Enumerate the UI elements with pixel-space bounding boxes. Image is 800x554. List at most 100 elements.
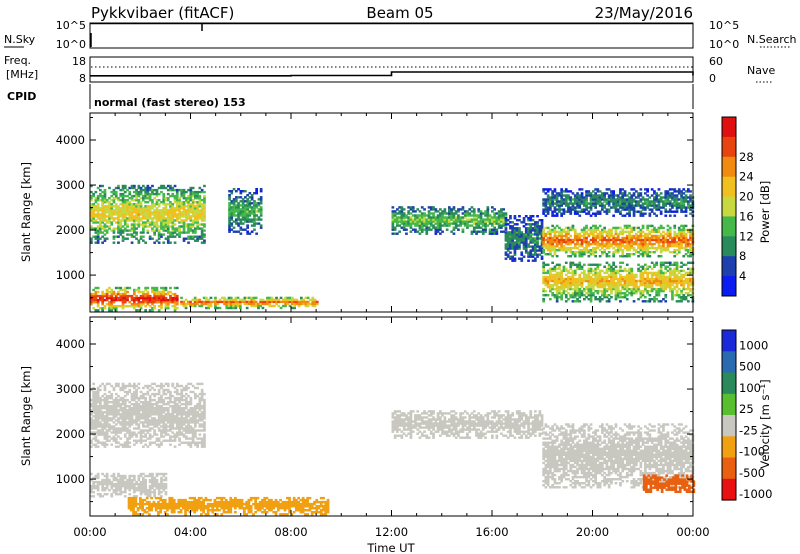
heatmap-cell [534, 253, 537, 256]
heatmap-cell [641, 253, 645, 256]
heatmap-cell [607, 230, 611, 234]
heatmap-cell [580, 283, 584, 287]
heatmap-cell [244, 206, 247, 209]
heatmap-cell [601, 279, 604, 283]
heatmap-cell [196, 221, 199, 224]
heatmap-cell [598, 296, 602, 299]
heatmap-cell [625, 277, 629, 281]
heatmap-cell [96, 401, 100, 404]
heatmap-cell [411, 222, 415, 225]
heatmap-cell [146, 221, 150, 224]
heatmap-cell [495, 212, 499, 215]
heatmap-cell [680, 210, 683, 213]
heatmap-cell [628, 253, 631, 256]
heatmap-cell [117, 435, 120, 438]
heatmap-cell [126, 390, 129, 394]
heatmap-cell [648, 224, 652, 228]
heatmap-cell [628, 196, 631, 199]
heatmap-cell [218, 306, 222, 310]
heatmap-cell [193, 298, 197, 302]
heatmap-cell [241, 204, 245, 207]
heatmap-cell [630, 292, 634, 295]
heatmap-cell [601, 283, 604, 287]
heatmap-cell [596, 194, 600, 197]
heatmap-cell [244, 216, 247, 219]
heatmap-cell [639, 210, 643, 213]
heatmap-cell [119, 407, 123, 410]
heatmap-cell [155, 227, 159, 230]
heatmap-cell [668, 208, 672, 211]
heatmap-cell [571, 198, 575, 201]
heatmap-cell [491, 224, 494, 227]
heatmap-cell [592, 200, 595, 203]
heatmap-cell [671, 244, 674, 248]
heatmap-cell [662, 206, 665, 209]
heatmap-cell [506, 255, 510, 258]
heatmap-cell [653, 200, 656, 203]
heatmap-cell [639, 204, 643, 207]
heatmap-cell [114, 407, 118, 410]
heatmap-cell [142, 294, 145, 298]
heatmap-cell [580, 251, 584, 254]
heatmap-cell [504, 247, 508, 250]
heatmap-cell [146, 213, 150, 216]
heatmap-cell [443, 220, 447, 223]
heatmap-cell [452, 206, 456, 209]
heatmap-cell [259, 198, 263, 201]
heatmap-cell [472, 218, 476, 221]
heatmap-cell [520, 237, 524, 240]
heatmap-cell [587, 298, 591, 301]
heatmap-cell [193, 304, 197, 308]
heatmap-cell [522, 235, 526, 238]
heatmap-cell [202, 300, 206, 304]
heatmap-cell [123, 227, 127, 230]
heatmap-cell [189, 188, 193, 192]
heatmap-cell [432, 208, 435, 211]
heatmap-cell [178, 205, 181, 208]
heatmap-cell [191, 304, 195, 308]
heatmap-cell [137, 219, 141, 222]
heatmap-cell [564, 285, 568, 289]
heatmap-cell [560, 212, 563, 215]
heatmap-cell [203, 223, 206, 226]
heatmap-cell [578, 265, 582, 268]
heatmap-cell [259, 304, 262, 308]
heatmap-cell [405, 214, 408, 217]
heatmap-cell [470, 214, 474, 217]
heatmap-cell [114, 405, 118, 408]
heatmap-cell [542, 275, 545, 279]
heatmap-cell [555, 242, 559, 246]
heatmap-cell [666, 281, 670, 285]
heatmap-cell [130, 219, 134, 222]
heatmap-cell [243, 298, 247, 302]
heatmap-cell [94, 435, 98, 438]
heatmap-cell [569, 200, 573, 203]
heatmap-cell [616, 204, 620, 207]
heatmap-cell [196, 209, 199, 212]
heatmap-cell [623, 198, 627, 201]
heatmap-cell [99, 429, 102, 432]
heatmap-cell [657, 273, 661, 277]
heatmap-cell [448, 220, 451, 223]
heatmap-cell [605, 246, 609, 250]
heatmap-cell [616, 296, 620, 299]
heatmap-cell [153, 205, 156, 208]
heatmap-cell [495, 220, 499, 223]
heatmap-cell [173, 229, 177, 232]
heatmap-cell [452, 216, 456, 219]
heatmap-cell [99, 425, 102, 428]
heatmap-cell [155, 294, 159, 298]
heatmap-cell [234, 300, 238, 304]
heatmap-cell [614, 269, 618, 273]
heatmap-cell [637, 255, 640, 258]
heatmap-cell [99, 184, 102, 188]
heatmap-cell [569, 202, 573, 205]
heatmap-cell [587, 285, 591, 289]
heatmap-cell [684, 253, 688, 256]
heatmap-cell [101, 433, 104, 436]
heatmap-cell [671, 236, 674, 240]
heatmap-cell [139, 237, 143, 240]
heatmap-cell [529, 217, 533, 220]
heatmap-cell [589, 198, 593, 201]
heatmap-cell [666, 232, 670, 236]
